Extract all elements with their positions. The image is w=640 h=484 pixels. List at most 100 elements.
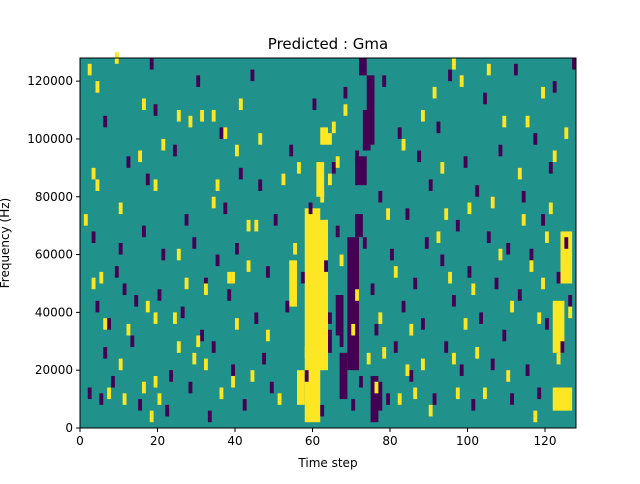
heatmap-low-cell bbox=[165, 404, 170, 417]
heatmap-high-cell bbox=[568, 306, 573, 319]
heatmap-low-cell bbox=[486, 231, 491, 243]
heatmap-low-cell bbox=[506, 243, 511, 255]
heatmap-high-cell bbox=[541, 277, 545, 290]
heatmap-low-cell bbox=[428, 179, 433, 191]
heatmap-low-cell bbox=[564, 237, 569, 249]
heatmap-high-cell bbox=[227, 271, 232, 284]
heatmap-low-cell bbox=[370, 283, 375, 296]
heatmap-high-cell bbox=[397, 393, 402, 405]
heatmap-high-cell bbox=[184, 277, 189, 290]
heatmap-low-cell bbox=[339, 335, 344, 348]
heatmap-low-cell bbox=[455, 219, 460, 232]
heatmap-high-cell bbox=[533, 410, 538, 423]
heatmap-high-cell bbox=[219, 387, 224, 400]
heatmap-high-cell bbox=[421, 358, 425, 371]
heatmap-low-cell bbox=[103, 115, 108, 128]
heatmap-low-cell bbox=[498, 144, 503, 157]
heatmap-low-cell bbox=[308, 202, 313, 215]
heatmap-high-cell bbox=[153, 179, 158, 191]
x-tick-label: 80 bbox=[382, 434, 397, 448]
y-tick-label: 100000 bbox=[27, 132, 73, 146]
heatmap-high-cell bbox=[176, 341, 181, 353]
heatmap-high-cell bbox=[506, 370, 511, 382]
y-axis: 0 20000 40000 60000 80000 100000 120000 bbox=[27, 74, 80, 435]
heatmap-high-cell bbox=[552, 150, 557, 163]
heatmap-high-cell bbox=[382, 347, 387, 359]
heatmap-low-cell bbox=[215, 254, 220, 267]
heatmap-high-cell bbox=[99, 271, 104, 284]
heatmap-low-cell bbox=[188, 381, 193, 394]
heatmap-low-cell bbox=[114, 266, 119, 278]
x-axis: 0 20 40 60 80 100 120 bbox=[76, 428, 556, 448]
heatmap-high-cell bbox=[316, 271, 321, 284]
heatmap-high-cell bbox=[529, 260, 534, 272]
heatmap-low-cell bbox=[134, 295, 139, 307]
heatmap-low-cell bbox=[432, 393, 437, 405]
heatmap-high-cell bbox=[122, 393, 127, 405]
heatmap-low-block bbox=[347, 237, 359, 371]
y-tick-label: 60000 bbox=[35, 248, 73, 262]
heatmap-low-cell bbox=[421, 318, 425, 330]
heatmap-low-cell bbox=[572, 58, 576, 70]
heatmap-low-block bbox=[355, 156, 367, 186]
heatmap-high-cell bbox=[246, 219, 251, 232]
heatmap-high-cell bbox=[343, 104, 348, 116]
heatmap-low-cell bbox=[138, 399, 142, 411]
heatmap-low-cell bbox=[541, 214, 545, 226]
heatmap-low-cell bbox=[258, 179, 263, 191]
heatmap-high-cell bbox=[153, 375, 158, 388]
heatmap-low-cell bbox=[145, 173, 150, 186]
heatmap-low-cell bbox=[122, 283, 127, 296]
heatmap-low-cell bbox=[359, 375, 363, 388]
x-tick-label: 20 bbox=[150, 434, 165, 448]
heatmap-high-cell bbox=[157, 393, 162, 405]
heatmap-high-cell bbox=[421, 110, 425, 122]
heatmap-high-cell bbox=[490, 196, 495, 209]
heatmap-low-cell bbox=[157, 289, 162, 301]
heatmap-low-cell bbox=[502, 329, 507, 342]
heatmap-high-cell bbox=[204, 358, 208, 371]
heatmap-high-cell bbox=[83, 214, 88, 226]
heatmap-high-cell bbox=[118, 202, 123, 215]
heatmap-low-cell bbox=[548, 162, 553, 174]
heatmap-high-cell bbox=[87, 63, 92, 76]
chart-title: Predicted : Gma bbox=[268, 35, 388, 53]
heatmap-low-cell bbox=[142, 225, 146, 238]
heatmap-high-cell bbox=[459, 75, 464, 87]
y-tick-label: 0 bbox=[65, 421, 73, 435]
heatmap-low-cell bbox=[351, 399, 356, 411]
heatmap-high-cell bbox=[126, 323, 131, 336]
heatmap-high-cell bbox=[312, 300, 317, 313]
heatmap-low-cell bbox=[200, 329, 204, 342]
heatmap-low-cell bbox=[269, 381, 274, 394]
heatmap-high-cell bbox=[176, 248, 181, 261]
heatmap-high-cell bbox=[200, 110, 204, 122]
heatmap-high-cell bbox=[413, 387, 418, 400]
heatmap-low-cell bbox=[169, 370, 173, 382]
heatmap-high-cell bbox=[351, 323, 356, 336]
heatmap-low-cell bbox=[366, 115, 371, 128]
heatmap-high-cell bbox=[142, 98, 146, 111]
heatmap-low-cell bbox=[417, 150, 421, 163]
x-tick-label: 100 bbox=[456, 434, 479, 448]
heatmap-high-cell bbox=[331, 121, 336, 134]
heatmap-low-cell bbox=[107, 318, 111, 330]
heatmap-low-cell bbox=[254, 312, 259, 324]
heatmap-low-cell bbox=[405, 208, 410, 220]
heatmap-high-cell bbox=[455, 387, 460, 400]
heatmap-low-cell bbox=[444, 341, 449, 353]
heatmap-low-cell bbox=[227, 289, 232, 301]
heatmap-low-cell bbox=[401, 300, 406, 313]
y-axis-label: Frequency (Hz) bbox=[0, 198, 12, 289]
heatmap-high-cell bbox=[545, 231, 549, 243]
heatmap-low-block bbox=[339, 352, 348, 400]
x-tick-label: 40 bbox=[227, 434, 242, 448]
heatmap-low-cell bbox=[111, 375, 115, 388]
heatmap-high-cell bbox=[498, 248, 503, 261]
heatmap-low-cell bbox=[161, 248, 166, 261]
heatmap-high-cell bbox=[467, 202, 472, 215]
heatmap-low-cell bbox=[118, 243, 123, 255]
heatmap-low-cell bbox=[130, 335, 135, 348]
heatmap-high-cell bbox=[328, 173, 332, 186]
